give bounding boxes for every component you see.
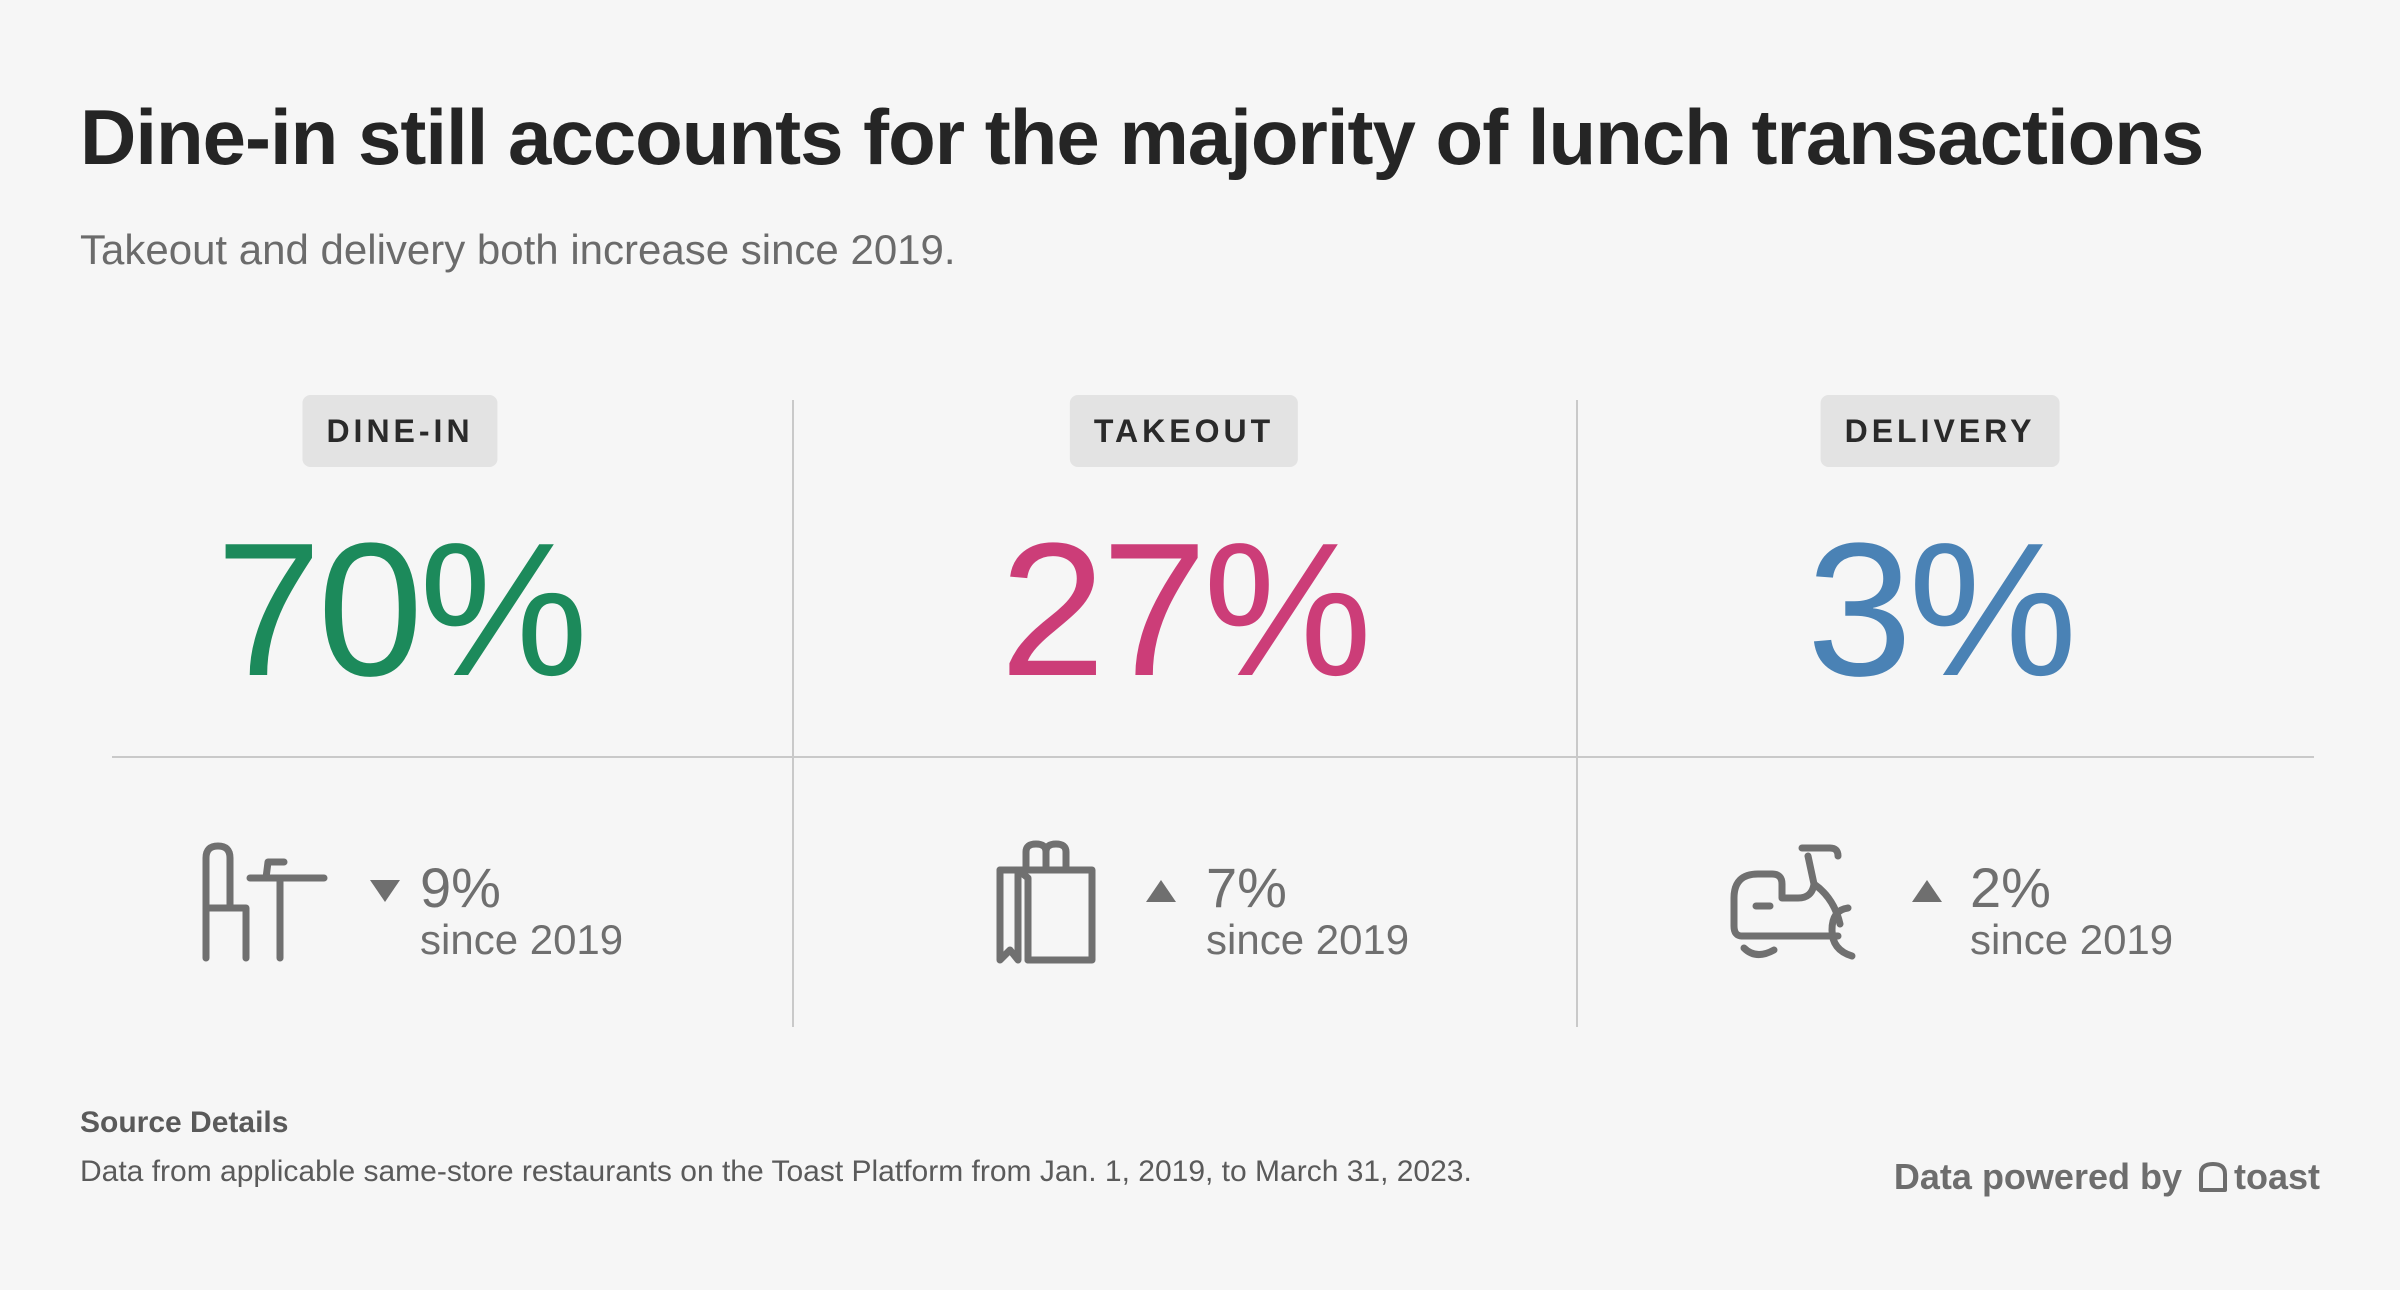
- share-value-delivery: 3%: [1806, 504, 2078, 716]
- source-heading: Source Details: [80, 1106, 289, 1139]
- change-caption-delivery: since 2019: [1970, 916, 2174, 963]
- category-badge-takeout: TAKEOUT: [1069, 395, 1299, 467]
- toast-logo-icon: [2198, 1162, 2227, 1192]
- column-divider-2: [1576, 400, 1578, 1027]
- change-up-arrow-icon: [1146, 880, 1176, 902]
- table-and-chair-icon: [202, 842, 328, 962]
- source-text: Data from applicable same-store restaura…: [80, 1155, 1472, 1188]
- brand-name: toast: [2233, 1156, 2320, 1197]
- share-value-takeout: 27%: [999, 504, 1372, 716]
- change-caption-dine-in: since 2019: [420, 916, 624, 963]
- column-divider-1: [792, 400, 794, 1027]
- powered-by-label: Data powered by: [1893, 1156, 2182, 1197]
- change-caption-takeout: since 2019: [1206, 916, 1410, 963]
- scooter-icon: [1730, 844, 1856, 960]
- chart-title: Dine-in still accounts for the majority …: [80, 93, 2204, 181]
- powered-by-credit: Data powered by toast: [1894, 1152, 2320, 1202]
- change-down-arrow-icon: [370, 880, 400, 902]
- change-up-arrow-icon: [1912, 880, 1942, 902]
- shopping-bag-icon: [996, 840, 1096, 964]
- change-value-delivery: 2%: [1970, 856, 2051, 919]
- category-badge-delivery: DELIVERY: [1820, 395, 2060, 467]
- change-value-takeout: 7%: [1206, 856, 1287, 919]
- change-value-dine-in: 9%: [420, 856, 501, 919]
- share-value-dine-in: 70%: [215, 504, 588, 716]
- horizontal-divider: [112, 756, 2314, 758]
- chart-subtitle: Takeout and delivery both increase since…: [80, 226, 956, 273]
- category-badge-dine-in: DINE-IN: [302, 395, 498, 467]
